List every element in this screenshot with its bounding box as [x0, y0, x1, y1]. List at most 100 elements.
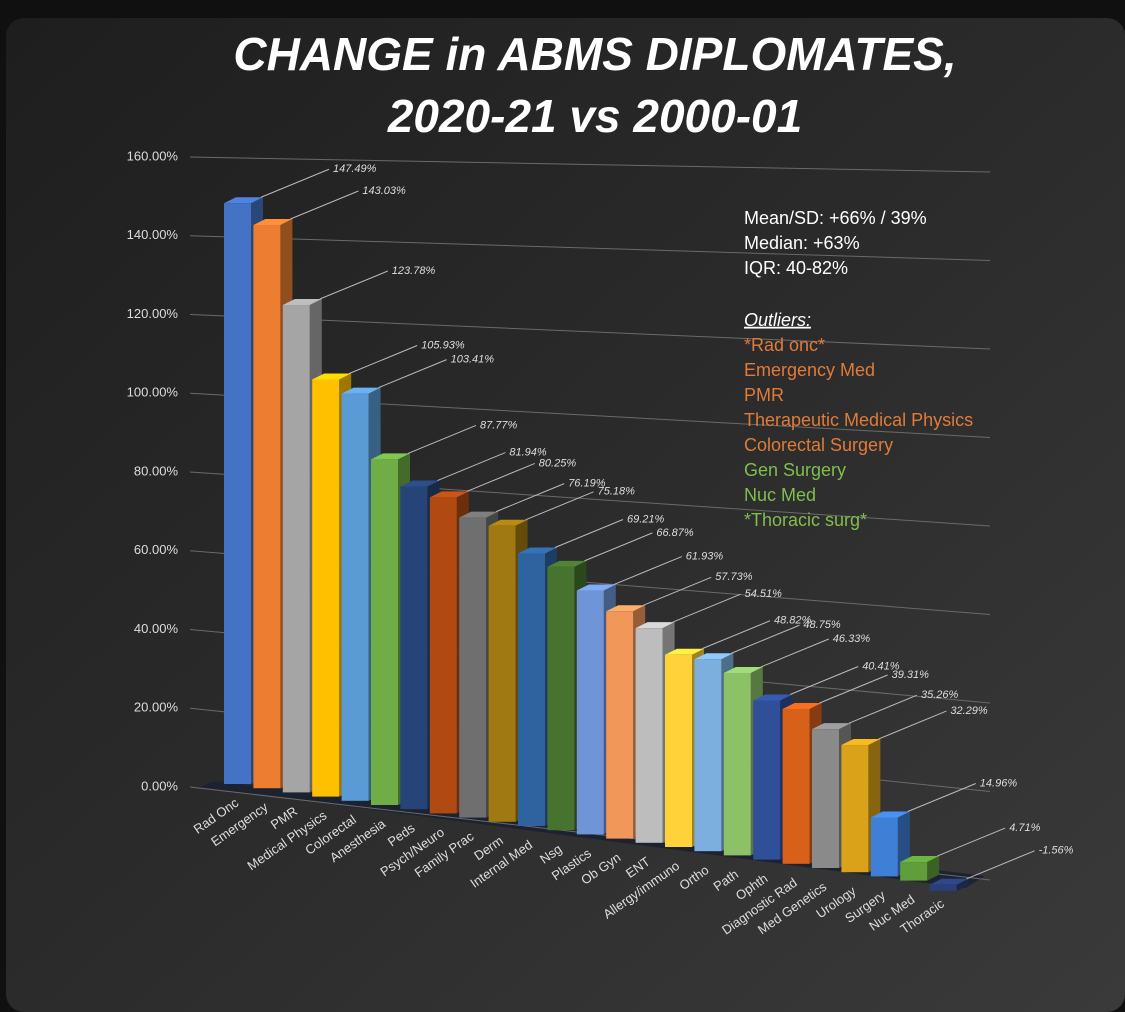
leader-line [878, 710, 947, 740]
grid-line [189, 314, 991, 350]
value-label: 39.31% [892, 669, 930, 681]
value-label: 81.94% [509, 446, 547, 458]
value-label: 54.51% [745, 588, 783, 600]
bar-top [224, 197, 263, 204]
bar-front [694, 659, 722, 852]
bar-front [312, 379, 340, 797]
chart-title: 2020-21 vs 2000-01 [387, 90, 802, 142]
leader-line [643, 576, 712, 606]
value-label: 40.41% [862, 660, 900, 672]
outlier-item: PMR [744, 385, 784, 405]
outlier-item: Emergency Med [744, 360, 875, 380]
annotation: Mean/SD: +66% / 39% [744, 208, 927, 228]
value-label: 87.77% [480, 419, 518, 431]
leader-line [937, 827, 1006, 857]
leader-line [613, 556, 682, 586]
bar-top [635, 622, 675, 629]
bar-top [782, 703, 822, 710]
y-tick-label: 40.00% [134, 621, 179, 636]
y-tick-label: 20.00% [134, 700, 179, 715]
outlier-item: *Rad onc* [744, 335, 825, 355]
leader-line [407, 424, 477, 454]
outlier-item: *Thoracic surg* [744, 510, 867, 530]
bar-front [547, 566, 575, 831]
value-label: 57.73% [715, 571, 753, 583]
leader-line [966, 850, 1035, 880]
bar-top [400, 480, 440, 487]
bar [929, 878, 969, 891]
bar-side [956, 878, 969, 891]
bar-top [900, 856, 940, 863]
value-label: 14.96% [980, 777, 1018, 789]
value-label: 66.87% [656, 527, 694, 539]
bar-front [371, 459, 398, 805]
bar-front [635, 628, 663, 843]
leader-line [290, 190, 359, 220]
leader-line [760, 638, 829, 668]
value-label: 76.19% [568, 478, 606, 490]
bar-top [929, 878, 969, 885]
leader-line [437, 452, 506, 482]
leader-line [260, 168, 330, 198]
outlier-item: Gen Surgery [744, 460, 846, 480]
value-label: 105.93% [421, 339, 465, 351]
bar-front [841, 745, 869, 873]
bar-front [723, 672, 751, 856]
bar-front [341, 393, 369, 801]
value-label: 32.29% [950, 705, 988, 717]
bar-top [312, 373, 352, 380]
bar-front [900, 862, 928, 881]
leader-line [701, 620, 771, 650]
bar-front [870, 817, 898, 877]
leader-line [848, 694, 918, 724]
leader-line [819, 674, 888, 704]
bar-top [723, 666, 763, 673]
bar-front [224, 203, 251, 784]
y-tick-label: 60.00% [134, 542, 179, 557]
bar-front [782, 709, 810, 864]
y-tick-label: 0.00% [141, 778, 178, 793]
value-label: 75.18% [598, 486, 636, 498]
bar-top [459, 511, 499, 518]
leader-line [731, 624, 800, 654]
bar-front [400, 486, 428, 810]
bar-front [429, 497, 457, 814]
value-label: 143.03% [362, 185, 406, 197]
outliers-title: Outliers: [744, 310, 811, 330]
value-label: 69.21% [627, 513, 665, 525]
annotation: Median: +63% [744, 233, 860, 253]
bar-top [518, 547, 557, 554]
leader-line [672, 593, 741, 623]
bar-top [870, 811, 910, 818]
bar-top [576, 584, 616, 591]
chart-title: CHANGE in ABMS DIPLOMATES, [233, 28, 956, 80]
leader-line [349, 345, 418, 374]
y-tick-label: 80.00% [134, 463, 179, 478]
value-label: 61.93% [686, 550, 724, 562]
bar-top [606, 605, 646, 612]
leader-line [466, 462, 535, 492]
bar-side [927, 856, 940, 881]
bar-front [606, 611, 634, 839]
value-label: 80.25% [539, 457, 577, 469]
bar-top [753, 694, 793, 701]
bar-top [253, 219, 293, 226]
bar-front [576, 590, 604, 835]
value-label: 147.49% [333, 163, 377, 175]
leader-line [907, 783, 976, 812]
outlier-item: Therapeutic Medical Physics [744, 410, 973, 430]
leader-line [554, 519, 624, 548]
bar-top [841, 739, 881, 746]
bar [900, 856, 940, 881]
value-label: 123.78% [392, 265, 436, 277]
bar-top [429, 491, 469, 498]
bar-top [665, 648, 704, 655]
leader-line [525, 491, 594, 521]
grid-line [189, 235, 991, 261]
bar-front [812, 729, 839, 868]
bar-top [282, 299, 322, 306]
bar-front [488, 525, 516, 822]
bar-front [253, 225, 281, 789]
grid-line [189, 156, 991, 173]
bar-front [753, 700, 781, 860]
